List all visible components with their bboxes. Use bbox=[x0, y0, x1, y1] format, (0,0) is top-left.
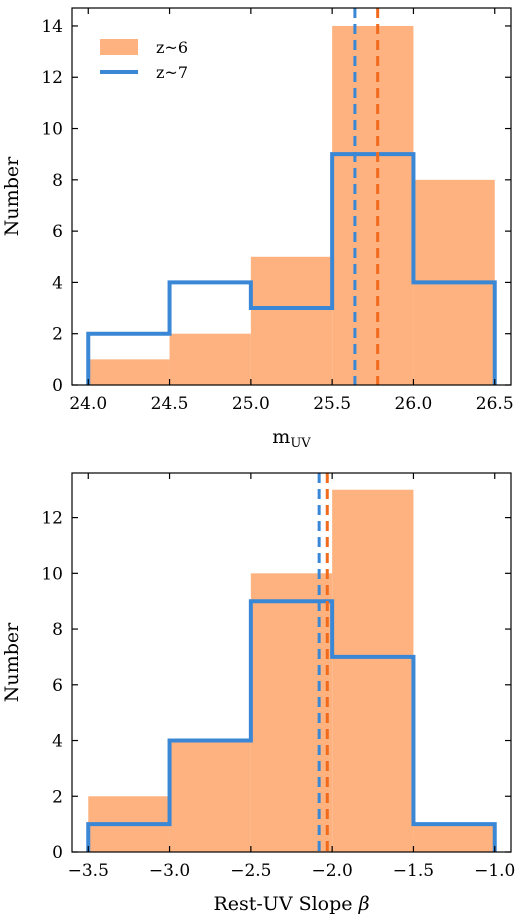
axes-frame bbox=[71, 7, 512, 386]
y-tick-label: 12 bbox=[41, 509, 63, 529]
y-tick-label: 4 bbox=[52, 732, 63, 752]
y-tick-label: 0 bbox=[52, 376, 63, 396]
y-tick-label: 10 bbox=[41, 120, 63, 140]
x-tick-label: 24.5 bbox=[151, 394, 189, 414]
y-tick-label: 6 bbox=[52, 222, 63, 242]
x-tick-label: 26.0 bbox=[395, 394, 433, 414]
x-tick-label: −1.0 bbox=[474, 861, 515, 881]
x-tick-label: 24.0 bbox=[69, 394, 107, 414]
legend-label-z6: z~6 bbox=[156, 38, 188, 57]
x-tick-label: −2.5 bbox=[230, 861, 271, 881]
x-axis-label: mUV bbox=[272, 426, 311, 451]
x-tick-label: 26.5 bbox=[476, 394, 514, 414]
legend-label-z7: z~7 bbox=[156, 63, 188, 82]
axes-frame bbox=[71, 472, 512, 853]
x-tick-label: 25.0 bbox=[232, 394, 270, 414]
y-tick-label: 8 bbox=[52, 620, 63, 640]
x-axis-label: Rest-UV Slope β bbox=[213, 893, 369, 915]
histogram-bar-z6 bbox=[250, 256, 333, 385]
histogram-step-z7 bbox=[86, 599, 497, 852]
panel-magnitude-histogram: 24.0 24.5 25.0 25.5 26.0 26.5 0 2 4 6 8 10 12 14 Numbe… bbox=[1, 7, 514, 451]
x-tick-label: −3.5 bbox=[68, 861, 109, 881]
histogram-bar-z6 bbox=[169, 740, 251, 852]
histogram-bar-z6 bbox=[332, 489, 414, 852]
histogram-bar-z6 bbox=[413, 824, 495, 852]
x-tick-label: −2.0 bbox=[312, 861, 353, 881]
x-tick-label: −3.0 bbox=[149, 861, 190, 881]
y-tick-label: 4 bbox=[52, 273, 63, 293]
panel-uv-slope-histogram: −3.5 −3.0 −2.5 −2.0 −1.5 −1.0 0 2 4 6 8 10 12 Number R… bbox=[1, 472, 515, 915]
y-tick-label: 12 bbox=[41, 68, 63, 88]
y-tick-label: 0 bbox=[52, 843, 63, 863]
histogram-step-z7 bbox=[86, 152, 497, 385]
histogram-bar-z6 bbox=[332, 25, 414, 385]
y-axis-label: Number bbox=[1, 156, 23, 236]
histogram-bar-z6 bbox=[169, 333, 251, 385]
y-tick-label: 10 bbox=[41, 564, 63, 584]
legend-swatch-z6 bbox=[100, 39, 138, 55]
y-tick-label: 2 bbox=[52, 787, 63, 807]
y-tick-label: 14 bbox=[41, 17, 63, 37]
y-tick-label: 8 bbox=[52, 171, 63, 191]
histogram-bar-z6 bbox=[88, 359, 170, 385]
y-tick-label: 6 bbox=[52, 676, 63, 696]
y-tick-label: 2 bbox=[52, 325, 63, 345]
x-tick-label: 25.5 bbox=[313, 394, 351, 414]
x-tick-label: −1.5 bbox=[393, 861, 434, 881]
y-axis-label: Number bbox=[1, 622, 23, 702]
